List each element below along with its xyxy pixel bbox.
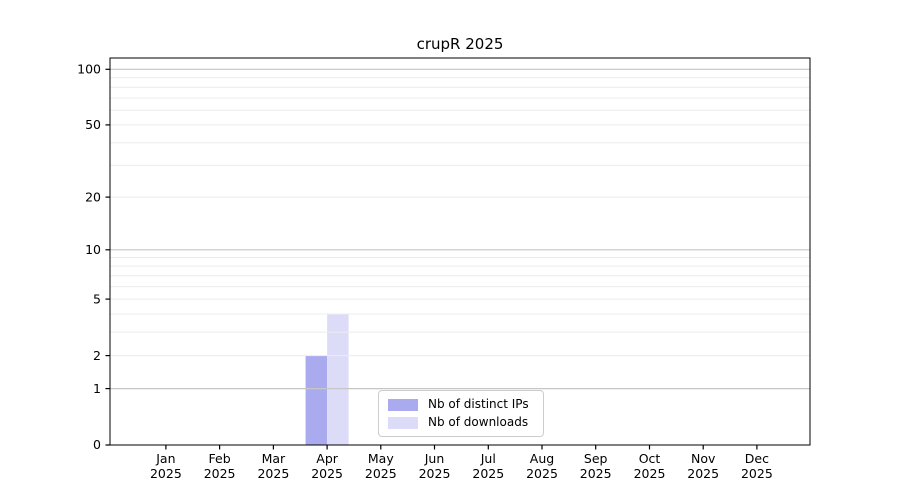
x-tick-label-year: 2025	[204, 466, 236, 481]
x-tick-label-month: Jun	[424, 451, 445, 466]
y-tick-label: 100	[77, 62, 101, 77]
y-tick-label: 1	[93, 381, 101, 396]
legend-label-downloads: Nb of downloads	[428, 415, 529, 429]
x-tick-label-year: 2025	[526, 466, 558, 481]
bar-nb-of-downloads	[327, 314, 349, 445]
x-tick-label-month: Apr	[316, 451, 338, 466]
x-tick-label-month: May	[368, 451, 394, 466]
legend-swatch-distinct-ips	[388, 398, 418, 411]
legend-item-distinct-ips: Nb of distinct IPs	[388, 397, 534, 412]
chart-title: crupR 2025	[416, 35, 504, 53]
x-tick-label-year: 2025	[419, 466, 451, 481]
x-tick-label-year: 2025	[741, 466, 773, 481]
x-tick-label-year: 2025	[311, 466, 343, 481]
x-tick-label-month: Mar	[262, 451, 286, 466]
chart-legend: Nb of distinct IPs Nb of downloads	[378, 390, 544, 437]
bar-nb-of-distinct-ips	[305, 355, 328, 445]
x-tick-label-year: 2025	[365, 466, 397, 481]
axis-frame	[109, 57, 811, 446]
x-tick-label-year: 2025	[634, 466, 666, 481]
legend-label-distinct-ips: Nb of distinct IPs	[428, 397, 529, 411]
y-tick-label: 5	[93, 291, 101, 306]
x-tick-label-month: Jul	[480, 451, 496, 466]
x-tick-label-year: 2025	[257, 466, 289, 481]
x-tick-label-month: Nov	[691, 451, 716, 466]
x-tick-label-month: Dec	[745, 451, 769, 466]
x-tick-label-month: Sep	[584, 451, 608, 466]
x-tick-label-month: Oct	[639, 451, 661, 466]
x-tick-label-year: 2025	[472, 466, 504, 481]
x-tick-label-year: 2025	[580, 466, 612, 481]
x-tick-label-year: 2025	[150, 466, 182, 481]
y-tick-label: 0	[93, 437, 101, 452]
x-tick-label-year: 2025	[687, 466, 719, 481]
legend-item-downloads: Nb of downloads	[388, 415, 534, 430]
legend-swatch-downloads	[388, 416, 418, 429]
x-tick-label-month: Feb	[209, 451, 231, 466]
x-tick-label-month: Aug	[530, 451, 554, 466]
y-tick-label: 20	[85, 189, 101, 204]
x-tick-label-month: Jan	[155, 451, 175, 466]
y-tick-label: 10	[85, 242, 101, 257]
y-tick-label: 2	[93, 348, 101, 363]
y-tick-label: 50	[85, 117, 101, 132]
